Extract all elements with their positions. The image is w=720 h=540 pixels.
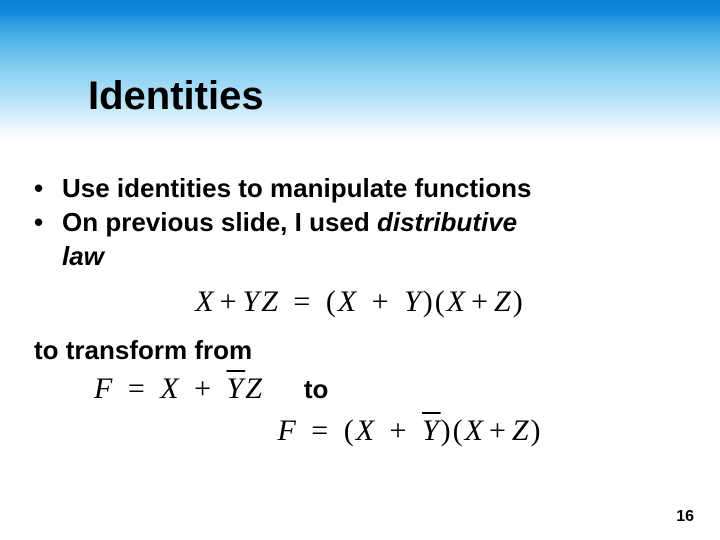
math-expr: X+YZ = (X + Y)(X+Z): [195, 285, 524, 318]
bullet-em: distributive: [377, 207, 517, 237]
slide-title: Identities: [88, 74, 264, 119]
bullet-dot-icon: •: [34, 172, 62, 206]
slide-content: • Use identities to manipulate functions…: [0, 140, 720, 448]
to-label: to: [304, 374, 329, 405]
bullet-em-line2: law: [34, 240, 686, 274]
bullet-text: Use identities to manipulate functions: [62, 172, 532, 206]
bullet-item: • On previous slide, I used distributive: [34, 206, 686, 240]
equation-distributive: X+YZ = (X + Y)(X+Z): [34, 285, 686, 319]
bullet-dot-icon: •: [34, 206, 62, 240]
equation-f1: F = X + YZ: [94, 372, 264, 406]
transform-label: to transform from: [34, 335, 686, 366]
bullet-prefix: On previous slide, I used: [62, 207, 377, 237]
bullet-item: • Use identities to manipulate functions: [34, 172, 686, 206]
page-number: 16: [676, 508, 694, 526]
equation-f2: F = (X + Y)(X+Z): [34, 414, 686, 448]
header-band: Identities: [0, 0, 720, 140]
math-expr: F = (X + Y)(X+Z): [277, 414, 542, 447]
bullet-text: On previous slide, I used distributive: [62, 206, 517, 240]
